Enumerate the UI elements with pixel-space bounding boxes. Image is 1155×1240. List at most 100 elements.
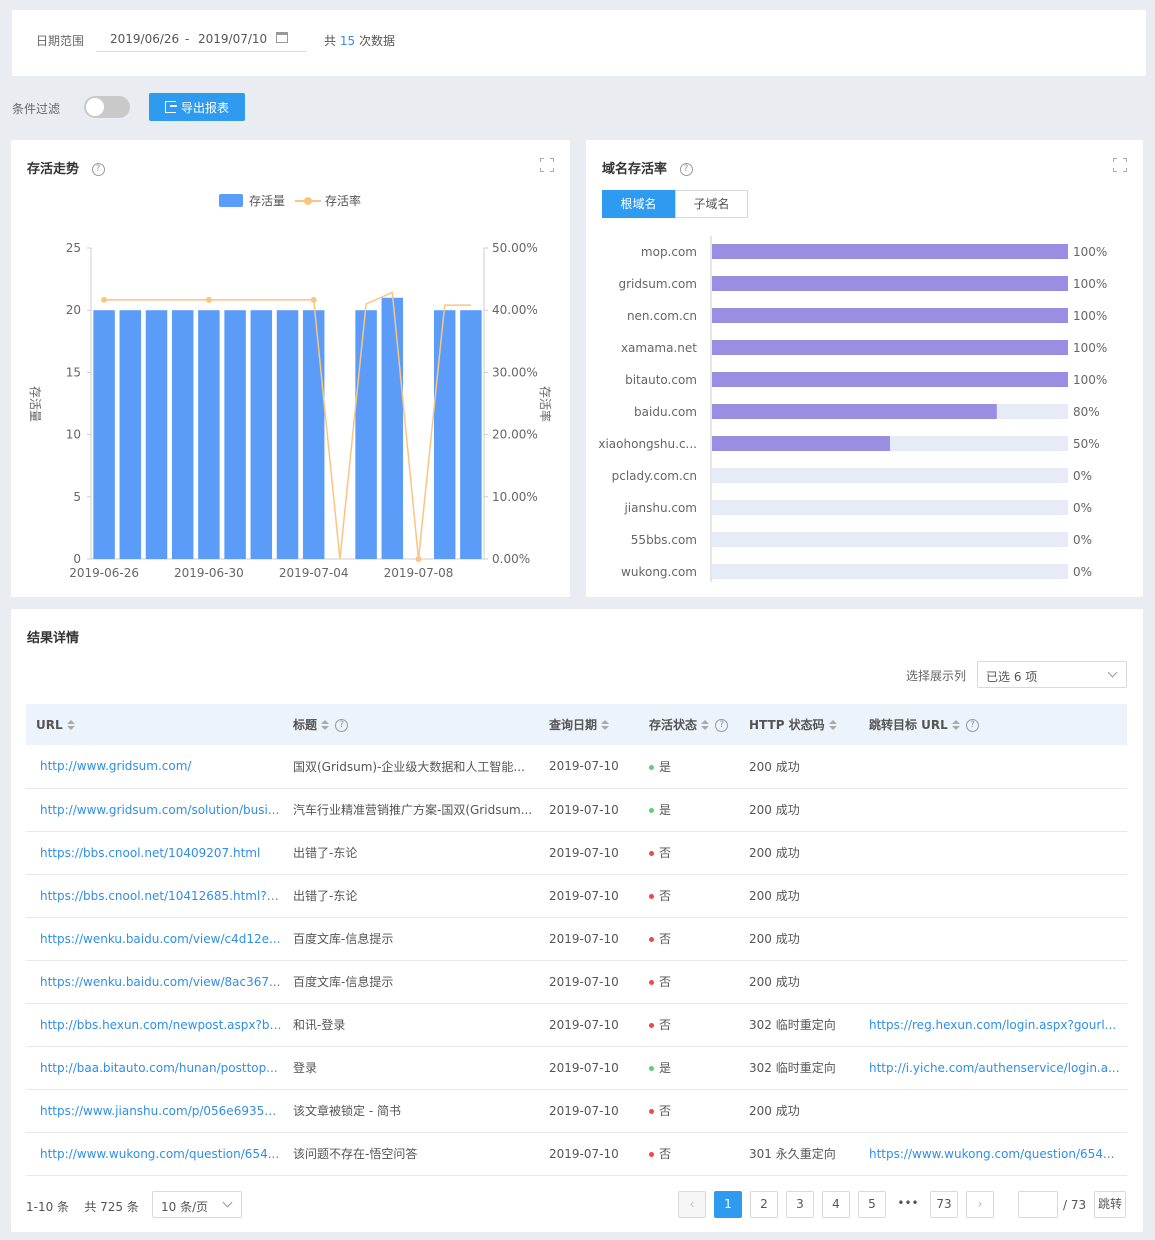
- status-cell: 200 成功: [739, 960, 859, 1004]
- col-alive[interactable]: 存活状态 ?: [639, 704, 739, 745]
- date-cell: 2019-07-10: [539, 788, 639, 832]
- status-dot: [649, 851, 654, 856]
- jump-button[interactable]: 跳转: [1094, 1191, 1126, 1218]
- bar-track: [712, 500, 1068, 515]
- url-cell[interactable]: http://www.wukong.com/question/654...: [26, 1132, 283, 1176]
- y-tick-label: 25: [66, 241, 81, 255]
- y-right-tick-label: 30.00%: [492, 365, 538, 379]
- status-cell: 301 永久重定向: [739, 1132, 859, 1176]
- table-row: https://bbs.cnool.net/10409207.html 出错了-东…: [26, 831, 1127, 875]
- bar: [712, 308, 1068, 323]
- url-cell[interactable]: https://bbs.cnool.net/10409207.html: [26, 831, 283, 875]
- redirect-cell[interactable]: [859, 1089, 1127, 1133]
- redirect-cell[interactable]: https://reg.hexun.com/login.aspx?gourl..…: [859, 1003, 1127, 1047]
- col-url[interactable]: URL: [26, 704, 283, 745]
- table-row: https://wenku.baidu.com/view/8ac367... 百度…: [26, 960, 1127, 1004]
- category-label: nen.com.cn: [627, 309, 697, 323]
- url-cell[interactable]: http://bbs.hexun.com/newpost.aspx?bi...: [26, 1003, 283, 1047]
- page-2[interactable]: 2: [750, 1191, 778, 1218]
- url-cell[interactable]: https://wenku.baidu.com/view/c4d12e...: [26, 917, 283, 961]
- prev-page-button[interactable]: ‹: [678, 1191, 706, 1218]
- count-value: 15: [339, 34, 356, 48]
- sort-icon: [828, 720, 837, 731]
- alive-text: 否: [659, 1104, 672, 1118]
- table-row: http://www.gridsum.com/solution/busi... 汽…: [26, 788, 1127, 832]
- help-icon[interactable]: ?: [91, 163, 105, 176]
- status-dot: [649, 1109, 654, 1114]
- page-1[interactable]: 1: [714, 1191, 742, 1218]
- category-label: xiaohongshu.c...: [598, 437, 697, 451]
- sort-icon: [66, 719, 75, 731]
- date-cell: 2019-07-10: [539, 1132, 639, 1176]
- next-page-button[interactable]: ›: [966, 1191, 994, 1218]
- col-date[interactable]: 查询日期: [539, 704, 639, 745]
- export-report-button[interactable]: 导出报表: [149, 93, 245, 121]
- redirect-cell[interactable]: [859, 745, 1127, 789]
- sort-icon: [321, 720, 330, 731]
- alive-text: 是: [659, 1061, 672, 1075]
- alive-text: 是: [659, 803, 672, 817]
- toggle-knob: [86, 98, 104, 116]
- domain-title-text: 域名存活率: [602, 162, 668, 177]
- help-icon[interactable]: ?: [679, 163, 693, 176]
- bar: [171, 310, 194, 559]
- redirect-cell[interactable]: [859, 960, 1127, 1004]
- y-right-tick-label: 40.00%: [492, 303, 538, 317]
- bar-track: [712, 532, 1068, 547]
- date-cell: 2019-07-10: [539, 874, 639, 918]
- status-cell: 200 成功: [739, 788, 859, 832]
- help-icon: ?: [335, 719, 349, 732]
- url-cell[interactable]: http://www.gridsum.com/: [26, 745, 283, 789]
- table-row: https://wenku.baidu.com/view/c4d12e... 百度…: [26, 917, 1127, 961]
- table-row: http://www.wukong.com/question/654... 该问题…: [26, 1132, 1127, 1176]
- page-5[interactable]: 5: [858, 1191, 886, 1218]
- date-separator: -: [185, 32, 190, 46]
- page-ellipsis[interactable]: •••: [894, 1191, 922, 1218]
- y-axis-label: 存活量: [28, 386, 42, 422]
- page-4[interactable]: 4: [822, 1191, 850, 1218]
- bar: [712, 244, 1068, 259]
- status-dot: [649, 764, 654, 770]
- tab-root-domain[interactable]: 根域名: [602, 190, 675, 218]
- filter-toggle[interactable]: [84, 96, 130, 118]
- page-last[interactable]: 73: [930, 1191, 958, 1218]
- page-3[interactable]: 3: [786, 1191, 814, 1218]
- date-cell: 2019-07-10: [539, 917, 639, 961]
- url-cell[interactable]: http://www.gridsum.com/solution/busi...: [26, 788, 283, 832]
- redirect-cell[interactable]: [859, 788, 1127, 832]
- status-cell: 200 成功: [739, 917, 859, 961]
- redirect-cell[interactable]: https://www.wukong.com/question/654...: [859, 1132, 1127, 1176]
- status-dot: [649, 980, 654, 985]
- count-suffix: 次数据: [358, 34, 395, 48]
- date-cell: 2019-07-10: [539, 1089, 639, 1133]
- table-row: http://bbs.hexun.com/newpost.aspx?bi... 和…: [26, 1003, 1127, 1047]
- url-cell[interactable]: http://baa.bitauto.com/hunan/posttop...: [26, 1046, 283, 1090]
- redirect-cell[interactable]: [859, 917, 1127, 961]
- redirect-cell[interactable]: http://i.yiche.com/authenservice/login.a…: [859, 1046, 1127, 1090]
- category-label: jianshu.com: [623, 501, 697, 515]
- date-range-picker[interactable]: 2019/06/26 - 2019/07/10: [96, 26, 306, 52]
- expand-icon[interactable]: [540, 158, 554, 172]
- table-row: http://baa.bitauto.com/hunan/posttop... 登…: [26, 1046, 1127, 1090]
- page-size-select[interactable]: 10 条/页: [152, 1191, 242, 1218]
- jump-page-input[interactable]: [1018, 1191, 1058, 1218]
- status-dot: [649, 937, 654, 942]
- url-cell[interactable]: https://bbs.cnool.net/10412685.html?p...: [26, 874, 283, 918]
- redirect-cell[interactable]: [859, 874, 1127, 918]
- bar-track: [712, 468, 1068, 483]
- expand-icon[interactable]: [1113, 158, 1127, 172]
- alive-cell: 是: [639, 788, 739, 832]
- col-http-status[interactable]: HTTP 状态码: [739, 704, 859, 745]
- calendar-icon[interactable]: [276, 32, 288, 43]
- column-select[interactable]: 已选 6 项: [977, 661, 1127, 688]
- col-redirect[interactable]: 跳转目标 URL ?: [859, 704, 1127, 745]
- value-label: 100%: [1073, 373, 1107, 387]
- url-cell[interactable]: https://wenku.baidu.com/view/8ac367...: [26, 960, 283, 1004]
- legend-swatch-dot: [304, 197, 312, 205]
- redirect-cell[interactable]: [859, 831, 1127, 875]
- alive-cell: 否: [639, 1003, 739, 1047]
- domain-chart: mop.com 100% gridsum.com 100% nen.com.cn 100%…: [598, 236, 1107, 582]
- url-cell[interactable]: https://www.jianshu.com/p/056e6935a...: [26, 1089, 283, 1133]
- tab-sub-domain[interactable]: 子域名: [675, 190, 748, 218]
- col-title[interactable]: 标题 ?: [283, 704, 539, 745]
